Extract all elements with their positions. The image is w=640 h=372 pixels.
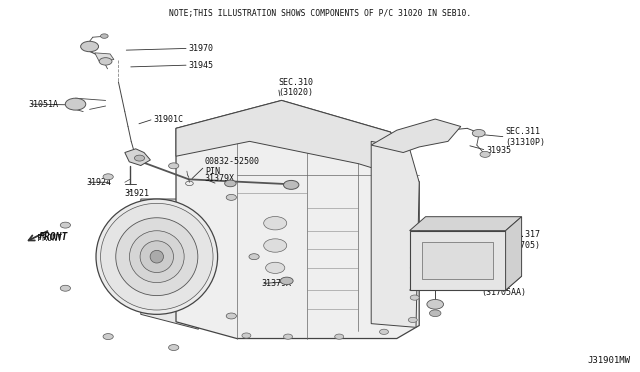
Text: 31924: 31924 — [86, 178, 111, 187]
Circle shape — [380, 329, 388, 334]
Circle shape — [99, 58, 112, 65]
Circle shape — [335, 334, 344, 339]
Polygon shape — [410, 276, 522, 290]
Text: 31379X: 31379X — [205, 174, 235, 183]
Ellipse shape — [100, 203, 213, 310]
Text: SEC.317
(31705AA): SEC.317 (31705AA) — [481, 278, 526, 297]
Circle shape — [480, 151, 490, 157]
Text: 31901C: 31901C — [154, 115, 184, 124]
Circle shape — [65, 98, 86, 110]
Text: 31970: 31970 — [189, 44, 214, 53]
Text: 00832-52500
PIN: 00832-52500 PIN — [205, 157, 260, 176]
Circle shape — [284, 180, 299, 189]
Text: FRONT: FRONT — [37, 234, 62, 243]
Circle shape — [134, 155, 145, 161]
Polygon shape — [141, 199, 198, 329]
Circle shape — [103, 334, 113, 340]
Circle shape — [284, 334, 292, 339]
Circle shape — [266, 262, 285, 273]
Polygon shape — [371, 141, 419, 327]
Circle shape — [225, 180, 236, 187]
Circle shape — [168, 163, 179, 169]
Text: 31921: 31921 — [125, 189, 150, 198]
Circle shape — [429, 310, 441, 317]
Polygon shape — [371, 119, 461, 153]
Text: SEC.311
(31310P): SEC.311 (31310P) — [506, 127, 545, 147]
Circle shape — [408, 317, 417, 323]
Text: 31935: 31935 — [486, 146, 511, 155]
Text: SEC.317
(31705): SEC.317 (31705) — [506, 230, 541, 250]
Ellipse shape — [116, 218, 198, 296]
Circle shape — [100, 34, 108, 38]
Text: FRONT: FRONT — [38, 232, 68, 242]
Circle shape — [60, 222, 70, 228]
Circle shape — [226, 195, 236, 201]
Ellipse shape — [140, 241, 173, 273]
Circle shape — [410, 295, 419, 300]
Circle shape — [410, 265, 419, 270]
Polygon shape — [410, 231, 506, 290]
Text: SEC.310
(31020): SEC.310 (31020) — [278, 78, 314, 97]
Circle shape — [427, 299, 444, 309]
Circle shape — [249, 254, 259, 260]
Polygon shape — [176, 100, 419, 339]
Circle shape — [226, 313, 236, 319]
Polygon shape — [410, 217, 522, 231]
Ellipse shape — [96, 199, 218, 314]
Circle shape — [103, 174, 113, 180]
Circle shape — [264, 217, 287, 230]
Text: J31901MW: J31901MW — [588, 356, 630, 365]
Circle shape — [242, 333, 251, 338]
Ellipse shape — [129, 231, 184, 283]
Polygon shape — [95, 53, 114, 61]
Circle shape — [280, 277, 293, 285]
Circle shape — [472, 129, 485, 137]
Circle shape — [81, 41, 99, 52]
Polygon shape — [125, 149, 150, 166]
Polygon shape — [176, 100, 419, 182]
Circle shape — [60, 285, 70, 291]
Polygon shape — [422, 242, 493, 279]
Text: 31379X: 31379X — [261, 279, 291, 288]
Text: 31051A: 31051A — [29, 100, 59, 109]
Ellipse shape — [150, 250, 163, 263]
Circle shape — [264, 239, 287, 252]
Text: 31943E: 31943E — [488, 270, 518, 279]
Polygon shape — [506, 217, 522, 290]
Circle shape — [168, 344, 179, 350]
Text: 31945: 31945 — [189, 61, 214, 70]
Text: NOTE;THIS ILLUSTRATION SHOWS COMPONENTS OF P/C 31020 IN SEB10.: NOTE;THIS ILLUSTRATION SHOWS COMPONENTS … — [169, 9, 471, 18]
